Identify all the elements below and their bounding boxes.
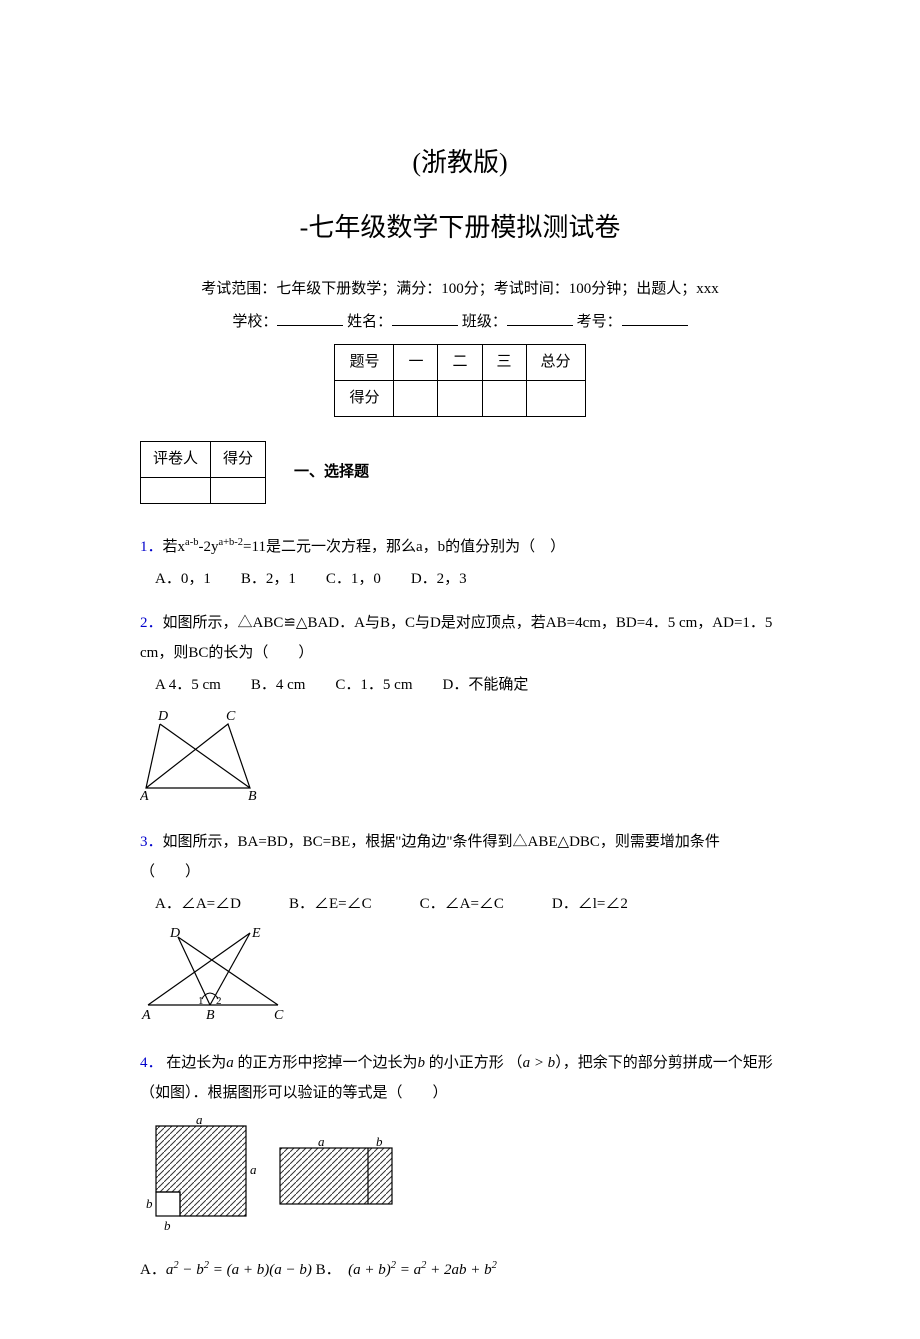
q4-p3: 的小正方形 （: [425, 1055, 523, 1071]
q4-diagram: a a b b a b: [140, 1116, 780, 1247]
q1-text-mid1: -2y: [198, 539, 218, 555]
school-label: 学校：: [232, 314, 277, 330]
q4-optA-math: a2 − b2 = (a + b)(a − b): [166, 1262, 312, 1278]
table-row: [141, 477, 266, 503]
q4-var-b: b: [418, 1055, 426, 1071]
empty-cell: [526, 380, 585, 416]
label-D: D: [169, 927, 180, 941]
label-B: B: [248, 789, 257, 802]
school-blank: [277, 311, 343, 326]
q2-svg: D C A B: [140, 708, 280, 802]
label-a-rect: a: [318, 1134, 325, 1149]
grader-table: 评卷人 得分: [140, 441, 266, 504]
empty-cell: [482, 380, 526, 416]
table-row: 评卷人 得分: [141, 441, 266, 477]
question-4: 4． 在边长为a 的正方形中挖掉一个边长为b 的小正方形 （a > b），把余下…: [140, 1048, 780, 1285]
q4-var-a: a: [226, 1055, 234, 1071]
label-A: A: [140, 789, 149, 802]
label-a-top: a: [196, 1116, 203, 1127]
label-B: B: [206, 1008, 215, 1023]
q1-sup1: a-b: [185, 537, 198, 548]
fill-fields: 学校： 姓名： 班级： 考号：: [140, 309, 780, 336]
q4-optB-math: (a + b)2 = a2 + 2ab + b2: [333, 1262, 497, 1278]
question-number: 1．: [140, 539, 163, 555]
q3-optC: C．∠A=∠C: [420, 889, 504, 919]
label-C: C: [226, 709, 236, 724]
label-a-right: a: [250, 1162, 257, 1177]
label-b-bottom: b: [164, 1218, 171, 1233]
q4-cond: a > b: [523, 1055, 556, 1071]
q3-diagram: A B C D E 1 2: [140, 927, 780, 1034]
label-ang1: 1: [198, 995, 204, 1007]
q3-svg: A B C D E 1 2: [140, 927, 300, 1023]
section-header-row: 评卷人 得分 一、选择题: [140, 441, 780, 504]
row-label-cell: 得分: [335, 380, 394, 416]
q2-diagram: D C A B: [140, 708, 780, 813]
header-cell: 二: [438, 344, 482, 380]
q4-p1: 在边长为: [163, 1055, 227, 1071]
q4-options: A．a2 − b2 = (a + b)(a − b) B． (a + b)2 =…: [140, 1255, 780, 1285]
label-C: C: [274, 1008, 284, 1023]
header-cell: 一: [394, 344, 438, 380]
score-label: 得分: [211, 441, 266, 477]
q1-sup2: a+b-2: [218, 537, 243, 548]
publisher-line: (浙教版): [140, 140, 780, 187]
id-label: 考号：: [577, 314, 622, 330]
q4-optA-pre: A．: [140, 1262, 166, 1278]
question-number: 2．: [140, 615, 163, 631]
label-b-rect: b: [376, 1134, 383, 1149]
question-3: 3．如图所示，BA=BD，BC=BE，根据"边角边"条件得到△ABE△DBC，则…: [140, 827, 780, 1034]
q2-options: A 4．5 cm B．4 cm C．1．5 cm D．不能确定: [140, 670, 780, 700]
empty-cell: [141, 477, 211, 503]
header-cell: 题号: [335, 344, 394, 380]
exam-title: -七年级数学下册模拟测试卷: [140, 205, 780, 252]
q4-p2: 的正方形中挖掉一个边长为: [234, 1055, 418, 1071]
q2-text: 如图所示，△ABC≌△BAD．A与B，C与D是对应顶点，若AB=4cm，BD=4…: [140, 615, 772, 661]
q4-svg: a a b b a b: [140, 1116, 400, 1236]
name-label: 姓名：: [347, 314, 392, 330]
q1-text-mid2: =11是二元一次方程，那么a，b的值分别为（ ）: [243, 539, 565, 555]
name-blank: [392, 311, 458, 326]
score-table: 题号 一 二 三 总分 得分: [334, 344, 585, 417]
q1-text-prefix: 若x: [163, 539, 186, 555]
question-2: 2．如图所示，△ABC≌△BAD．A与B，C与D是对应顶点，若AB=4cm，BD…: [140, 608, 780, 813]
class-blank: [507, 311, 573, 326]
empty-cell: [394, 380, 438, 416]
class-label: 班级：: [462, 314, 507, 330]
exam-info: 考试范围：七年级下册数学；满分：100分；考试时间：100分钟；出题人；xxx: [140, 276, 780, 303]
empty-cell: [438, 380, 482, 416]
question-number: 3．: [140, 834, 163, 850]
table-row: 题号 一 二 三 总分: [335, 344, 585, 380]
grader-label: 评卷人: [141, 441, 211, 477]
id-blank: [622, 311, 688, 326]
question-1: 1．若xa-b-2ya+b-2=11是二元一次方程，那么a，b的值分别为（ ） …: [140, 532, 780, 594]
label-E: E: [251, 927, 261, 941]
table-row: 得分: [335, 380, 585, 416]
section-title: 一、选择题: [294, 459, 369, 486]
q3-optA: A．∠A=∠D: [155, 889, 241, 919]
q3-options: A．∠A=∠D B．∠E=∠C C．∠A=∠C D．∠l=∠2: [140, 889, 780, 919]
label-b-left: b: [146, 1196, 153, 1211]
label-D: D: [157, 709, 168, 724]
header-cell: 三: [482, 344, 526, 380]
q4-optB-pre: B．: [312, 1262, 333, 1278]
label-ang2: 2: [216, 995, 222, 1007]
question-number: 4．: [140, 1055, 163, 1071]
q1-options: A．0，1 B．2，1 C．1，0 D．2，3: [140, 564, 780, 594]
empty-cell: [211, 477, 266, 503]
q3-optD: D．∠l=∠2: [552, 889, 628, 919]
label-A: A: [141, 1008, 151, 1023]
q3-text: 如图所示，BA=BD，BC=BE，根据"边角边"条件得到△ABE△DBC，则需要…: [140, 834, 750, 880]
q3-optB: B．∠E=∠C: [289, 889, 372, 919]
header-cell: 总分: [526, 344, 585, 380]
